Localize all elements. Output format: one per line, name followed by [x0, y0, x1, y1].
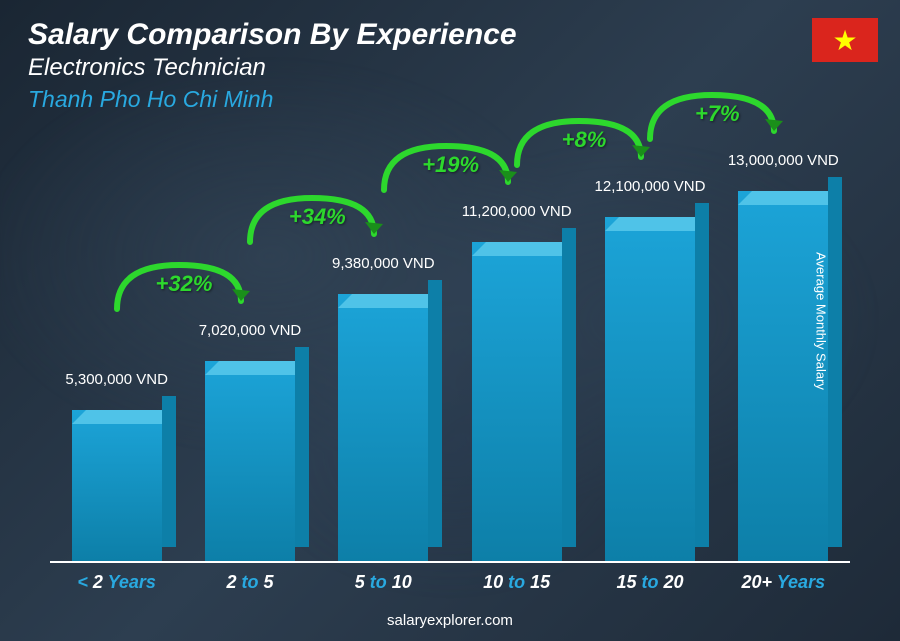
xaxis-label: 10 to 15 [459, 572, 575, 593]
bar-value-label: 9,380,000 VND [332, 255, 435, 272]
xlabels-container: < 2 Years 2 to 5 5 to 10 10 to 15 15 to 20 20… [50, 567, 850, 597]
bar-value-label: 11,200,000 VND [462, 203, 572, 220]
xaxis-label: < 2 Years [59, 572, 175, 593]
baseline [50, 561, 850, 563]
bar-top-face [205, 361, 309, 375]
bar-top-face [738, 191, 842, 205]
bar [605, 217, 695, 561]
xaxis-label: 5 to 10 [325, 572, 441, 593]
bar-top-face [472, 242, 576, 256]
bar-value-label: 13,000,000 VND [728, 152, 839, 169]
bar-side-face [162, 396, 176, 547]
bar-group: 7,020,000 VND +32% [192, 361, 308, 561]
bar-side-face [695, 203, 709, 547]
xaxis-label: 15 to 20 [592, 572, 708, 593]
bar-side-face [295, 347, 309, 547]
bar [205, 361, 295, 561]
bar-group: 9,380,000 VND +34% [325, 294, 441, 561]
increase-arc: +34% [242, 190, 392, 250]
bar-value-label: 12,100,000 VND [595, 178, 706, 195]
bar [472, 242, 562, 561]
bar-front-face [605, 217, 695, 561]
pct-label: +19% [422, 152, 479, 178]
increase-arc: +32% [109, 257, 259, 317]
bar-front-face [72, 410, 162, 561]
header: Salary Comparison By Experience Electron… [28, 18, 517, 113]
bar-front-face [205, 361, 295, 561]
bar-group: 12,100,000 VND +8% [592, 217, 708, 561]
footer-credit: salaryexplorer.com [0, 612, 900, 629]
bar-group: 11,200,000 VND +19% [459, 242, 575, 561]
bar [72, 410, 162, 561]
xaxis-label: 2 to 5 [192, 572, 308, 593]
bar-top-face [72, 410, 176, 424]
bar-chart: 5,300,000 VND 7,020,000 VND +32% 9,380,0… [50, 140, 850, 597]
increase-arc: +8% [509, 113, 659, 173]
pct-label: +32% [156, 271, 213, 297]
bar-side-face [828, 177, 842, 547]
increase-arc: +19% [376, 138, 526, 198]
bar-front-face [472, 242, 562, 561]
country-flag: ★ [812, 18, 878, 62]
bar-top-face [338, 294, 442, 308]
increase-arc: +7% [642, 87, 792, 147]
bar-side-face [562, 228, 576, 547]
chart-location: Thanh Pho Ho Chi Minh [28, 86, 517, 113]
bar-group: 5,300,000 VND [59, 410, 175, 561]
chart-subtitle: Electronics Technician [28, 54, 517, 82]
bar-front-face [338, 294, 428, 561]
xaxis-label: 20+ Years [725, 572, 841, 593]
bar [338, 294, 428, 561]
bars-container: 5,300,000 VND 7,020,000 VND +32% 9,380,0… [50, 141, 850, 561]
bar-value-label: 7,020,000 VND [199, 322, 302, 339]
bar-value-label: 5,300,000 VND [65, 371, 168, 388]
pct-label: +7% [695, 101, 740, 127]
chart-title: Salary Comparison By Experience [28, 18, 517, 52]
yaxis-label: Average Monthly Salary [814, 252, 829, 390]
star-icon: ★ [832, 24, 857, 57]
pct-label: +8% [562, 127, 607, 153]
bar-top-face [605, 217, 709, 231]
bar-side-face [428, 280, 442, 547]
pct-label: +34% [289, 204, 346, 230]
